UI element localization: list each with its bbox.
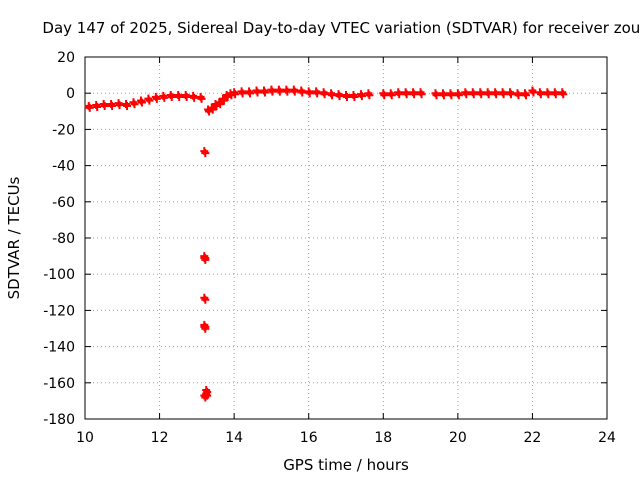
x-axis-label: GPS time / hours (283, 456, 409, 474)
data-point (204, 105, 214, 116)
data-point (166, 91, 176, 102)
data-point (349, 91, 359, 102)
data-point (122, 100, 132, 111)
data-point (431, 89, 441, 100)
data-point (189, 91, 199, 102)
y-tick-label: -100 (43, 267, 75, 283)
data-point (129, 98, 139, 109)
x-tick-label: 16 (300, 430, 318, 446)
y-tick-label: -160 (43, 376, 75, 392)
data-point (506, 88, 516, 99)
data-point (230, 88, 240, 99)
data-point (200, 147, 210, 158)
data-point (558, 88, 568, 99)
data-point (535, 88, 545, 99)
x-tick-label: 10 (76, 430, 94, 446)
x-tick-label: 12 (151, 430, 169, 446)
data-series (84, 85, 568, 402)
data-point (543, 88, 553, 99)
y-tick-label: -60 (52, 195, 75, 211)
data-point (181, 91, 191, 102)
data-point (200, 322, 210, 333)
y-tick-label: -40 (52, 159, 75, 175)
data-point (107, 100, 117, 111)
data-point (297, 86, 307, 97)
data-point (409, 88, 419, 99)
data-point (207, 103, 217, 114)
data-point (520, 89, 530, 100)
data-point (92, 100, 102, 111)
data-point (159, 91, 169, 102)
data-point (498, 88, 508, 99)
data-point (342, 91, 351, 102)
y-tick-label: -80 (52, 231, 75, 247)
x-tick-label: 22 (524, 430, 542, 446)
data-point (416, 88, 426, 99)
data-point (215, 98, 225, 109)
data-point (200, 253, 210, 264)
y-tick-label: -120 (43, 303, 75, 319)
y-tick-label: 0 (66, 86, 75, 102)
data-point (446, 89, 456, 100)
data-point (174, 91, 184, 102)
data-point (196, 92, 206, 103)
data-point (304, 87, 314, 98)
data-point (394, 88, 404, 99)
data-point (334, 90, 344, 101)
x-tick-label: 24 (598, 430, 616, 446)
data-point (312, 87, 322, 98)
data-point (550, 88, 560, 99)
data-point (364, 89, 374, 100)
chart-title: Day 147 of 2025, Sidereal Day-to-day VTE… (42, 19, 640, 37)
data-point (289, 85, 299, 96)
data-point (274, 85, 284, 96)
data-point (245, 87, 255, 98)
data-point (282, 85, 292, 96)
data-point (483, 88, 493, 99)
data-point (237, 87, 247, 98)
x-tick-label: 20 (449, 430, 467, 446)
data-point (218, 94, 228, 105)
data-point (468, 88, 478, 99)
data-point (259, 86, 269, 97)
y-tick-label: -140 (43, 340, 75, 356)
data-point (461, 88, 471, 99)
data-point (513, 89, 523, 100)
y-tick-label: 20 (57, 50, 75, 66)
x-tick-label: 18 (374, 430, 392, 446)
data-point (200, 293, 210, 304)
data-point (211, 100, 221, 111)
y-tick-label: -180 (43, 412, 75, 428)
data-point (438, 89, 448, 100)
data-point (356, 90, 366, 101)
data-point (327, 89, 337, 100)
data-point (114, 99, 124, 110)
y-axis-label: SDTVAR / TECUs (5, 176, 23, 299)
data-point (136, 96, 146, 107)
data-point (379, 89, 389, 100)
data-point (453, 89, 463, 100)
data-point (401, 88, 411, 99)
y-tick-label: -20 (52, 122, 75, 138)
data-point (476, 88, 486, 99)
data-point (252, 86, 262, 97)
data-point (99, 100, 109, 111)
data-point (491, 88, 501, 99)
x-tick-label: 14 (225, 430, 243, 446)
data-point (319, 88, 329, 99)
data-point (267, 85, 277, 96)
data-point (144, 94, 154, 105)
data-point (151, 92, 161, 103)
data-point (202, 389, 212, 400)
data-point (84, 101, 94, 112)
grid (85, 57, 607, 419)
data-point (386, 89, 396, 100)
series-SDTVAR (84, 85, 568, 402)
data-point (528, 86, 538, 97)
data-point (222, 91, 232, 102)
